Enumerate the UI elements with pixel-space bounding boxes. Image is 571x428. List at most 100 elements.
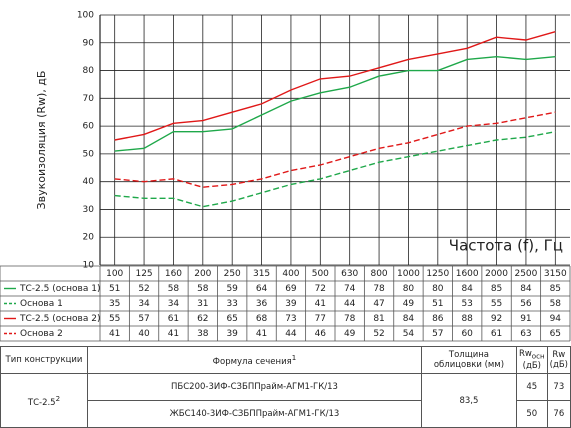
y-tick-label: 100 bbox=[77, 11, 94, 21]
x-tick-label: 2500 bbox=[514, 269, 537, 279]
header-formula: Формула сечения1 bbox=[87, 346, 422, 374]
table-value: 38 bbox=[197, 329, 209, 339]
table-value: 85 bbox=[491, 284, 502, 294]
table-value: 35 bbox=[109, 299, 120, 309]
table-value: 58 bbox=[197, 284, 209, 294]
header-text: (дБ) bbox=[522, 360, 541, 371]
x-tick-label: 125 bbox=[135, 269, 152, 279]
table-value: 84 bbox=[403, 314, 415, 324]
table-value: 41 bbox=[109, 329, 120, 339]
construction-table: Тип конструкции Формула сечения1 Толщина… bbox=[0, 346, 571, 428]
header-type: Тип конструкции bbox=[0, 346, 88, 374]
table-value: 84 bbox=[520, 284, 532, 294]
header-thickness: Толщина облицовки (мм) bbox=[420, 346, 517, 374]
table-value: 57 bbox=[138, 314, 149, 324]
table-value: 49 bbox=[344, 329, 356, 339]
table-value: 91 bbox=[520, 314, 531, 324]
table-value: 34 bbox=[138, 299, 150, 309]
table-value: 78 bbox=[344, 314, 356, 324]
table-value: 36 bbox=[256, 299, 268, 309]
chart: Звукоизоляция (Rw), дБ Частота (f), Гц 1… bbox=[0, 11, 571, 342]
header-text: Формула сечения bbox=[212, 356, 292, 367]
table-value: 33 bbox=[226, 299, 237, 309]
y-axis-label: Звукоизоляция (Rw), дБ bbox=[35, 71, 48, 210]
table-value: 39 bbox=[226, 329, 238, 339]
x-tick-label: 400 bbox=[282, 269, 299, 279]
series-line bbox=[114, 111, 556, 188]
y-tick-label: 10 bbox=[83, 261, 95, 271]
rw-cell: 76 bbox=[546, 400, 571, 428]
table-value: 46 bbox=[315, 329, 327, 339]
series-line bbox=[114, 55, 556, 152]
table-value: 55 bbox=[491, 299, 502, 309]
table-value: 78 bbox=[373, 284, 385, 294]
header-text: (дБ) bbox=[549, 360, 568, 370]
table-value: 88 bbox=[461, 314, 473, 324]
table-value: 41 bbox=[315, 299, 326, 309]
table-value: 80 bbox=[432, 284, 444, 294]
legend-label: Основа 1 bbox=[20, 299, 63, 309]
table-value: 63 bbox=[520, 329, 531, 339]
table-value: 51 bbox=[432, 299, 443, 309]
x-tick-label: 1600 bbox=[456, 269, 479, 279]
table-value: 55 bbox=[109, 314, 120, 324]
header-text: Rw bbox=[518, 349, 532, 360]
rw-cell: 73 bbox=[546, 373, 571, 401]
x-tick-label: 1000 bbox=[397, 269, 420, 279]
cell-text: ТС-2.5 bbox=[27, 397, 56, 408]
header-rw-base: Rwосн (дБ) bbox=[515, 346, 548, 374]
series-line bbox=[114, 30, 556, 141]
table-value: 54 bbox=[403, 329, 415, 339]
table-value: 68 bbox=[256, 314, 268, 324]
table-value: 47 bbox=[373, 299, 384, 309]
x-tick-label: 630 bbox=[341, 269, 358, 279]
table-value: 61 bbox=[168, 314, 179, 324]
table-value: 94 bbox=[550, 314, 562, 324]
table-value: 51 bbox=[109, 284, 120, 294]
table-value: 81 bbox=[373, 314, 384, 324]
formula-cell: ЖБС140-3ИФ-СЗБППрайм-АГМ1-ГК/13 bbox=[87, 400, 422, 428]
x-tick-label: 1250 bbox=[426, 269, 449, 279]
header-text: Толщина облицовки (мм) bbox=[433, 350, 505, 370]
table-value: 62 bbox=[197, 314, 208, 324]
table-value: 86 bbox=[432, 314, 444, 324]
type-cell: ТС-2.52 bbox=[0, 373, 88, 428]
x-tick-label: 100 bbox=[106, 269, 123, 279]
y-tick-label: 40 bbox=[83, 177, 95, 187]
thickness-cell: 83,5 bbox=[420, 373, 517, 428]
table-value: 41 bbox=[256, 329, 267, 339]
table-value: 34 bbox=[168, 299, 180, 309]
table-value: 41 bbox=[168, 329, 179, 339]
table-value: 92 bbox=[491, 314, 502, 324]
table-value: 74 bbox=[344, 284, 356, 294]
table-value: 52 bbox=[373, 329, 384, 339]
table-value: 44 bbox=[285, 329, 297, 339]
rw-base-cell: 45 bbox=[515, 373, 548, 401]
legend-label: Основа 2 bbox=[20, 329, 63, 339]
y-tick-label: 30 bbox=[83, 205, 95, 215]
series-line bbox=[114, 130, 556, 208]
table-value: 69 bbox=[285, 284, 297, 294]
table-value: 31 bbox=[197, 299, 208, 309]
table-value: 57 bbox=[432, 329, 443, 339]
table-value: 39 bbox=[285, 299, 297, 309]
table-value: 61 bbox=[491, 329, 502, 339]
y-tick-label: 90 bbox=[83, 38, 95, 48]
legend-label: ТС-2.5 (основа 1) bbox=[19, 284, 100, 294]
table-value: 52 bbox=[138, 284, 149, 294]
table-value: 58 bbox=[550, 299, 562, 309]
table-value: 44 bbox=[344, 299, 356, 309]
x-tick-label: 315 bbox=[253, 269, 270, 279]
legend-label: ТС-2.5 (основа 2) bbox=[19, 314, 100, 324]
table-value: 64 bbox=[256, 284, 268, 294]
header-sub: осн bbox=[531, 351, 545, 361]
y-tick-label: 70 bbox=[83, 94, 95, 104]
x-tick-label: 800 bbox=[370, 269, 387, 279]
table-value: 73 bbox=[285, 314, 296, 324]
x-axis-label: Частота (f), Гц bbox=[449, 237, 563, 255]
table-value: 56 bbox=[520, 299, 532, 309]
y-tick-label: 80 bbox=[83, 66, 95, 76]
header-rw: Rw (дБ) bbox=[546, 346, 571, 374]
table-value: 84 bbox=[461, 284, 473, 294]
